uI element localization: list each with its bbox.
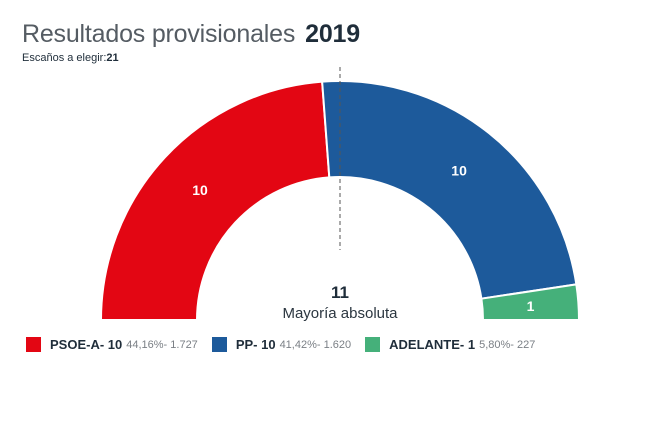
legend-name: ADELANTE- 1 (389, 337, 476, 352)
legend-swatch (26, 337, 41, 352)
seats-to-elect: Escaños a elegir:21 (22, 52, 119, 64)
legend-swatch (211, 337, 227, 352)
legend-item-pp: PP- 10 41,42%- 1.620 (211, 337, 352, 352)
majority-label: Mayoría absoluta (282, 305, 398, 322)
label-group: 10 10 1 (192, 163, 534, 314)
legend-stats: 5,80%- 227 (479, 338, 536, 351)
legend-name: PP- 10 (235, 337, 276, 352)
legend: PSOE-A- 10 44,16%- 1.727 PP- 10 41,42%- … (26, 337, 549, 352)
arc-adelante (480, 283, 581, 321)
legend-swatch (365, 337, 381, 352)
legend-item-psoe-a: PSOE-A- 10 44,16%- 1.727 (26, 337, 198, 352)
seat-label-pp: 10 (451, 163, 467, 179)
legend-item-adelante: ADELANTE- 1 5,80%- 227 (365, 337, 535, 352)
seats-label: Escaños a elegir: (22, 52, 107, 64)
legend-stats: 44,16%- 1.727 (126, 338, 198, 351)
arc-pp (321, 80, 578, 300)
legend-stats: 41,42%- 1.620 (279, 338, 352, 351)
title-year: 2019 (305, 20, 360, 48)
page-title: Resultados provisionales 2019 (22, 20, 360, 49)
seat-label-psoe-a: 10 (192, 182, 208, 198)
majority-value: 11 (331, 283, 349, 302)
arc-psoe-a (99, 80, 331, 321)
seat-label-adelante: 1 (527, 298, 535, 314)
seats-value: 21 (106, 52, 119, 64)
legend-name: PSOE-A- 10 (50, 337, 123, 352)
title-text: Resultados provisionales (22, 20, 296, 48)
arc-group (99, 80, 581, 321)
